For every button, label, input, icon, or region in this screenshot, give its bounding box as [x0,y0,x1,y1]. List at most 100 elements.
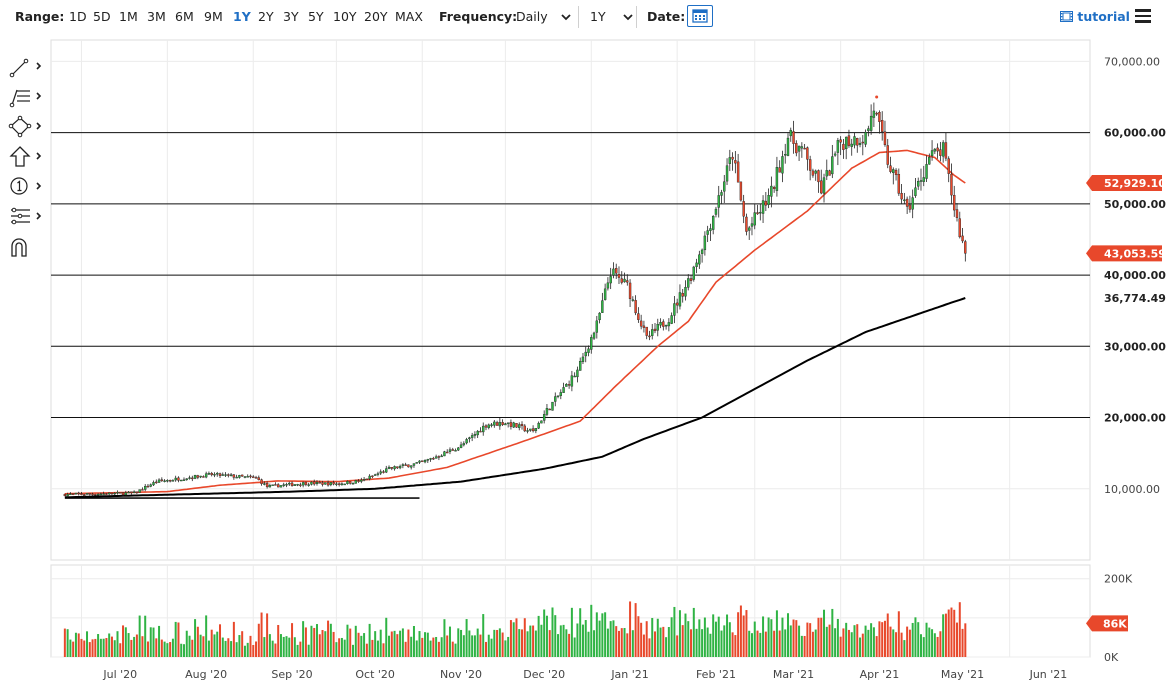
magnet-tool-button[interactable] [8,235,44,261]
range-1m[interactable]: 1M [119,9,138,24]
volume-bar [947,609,950,657]
slow-ma-label-box [1092,290,1162,307]
candle-body [482,425,485,433]
candle-body [645,326,648,336]
arrow-tool-button[interactable] [8,145,44,171]
period-select[interactable]: 1Y [590,9,634,24]
range-2y[interactable]: 2Y [258,9,274,24]
range-3m[interactable]: 3M [147,9,166,24]
volume-bar [726,614,729,657]
candle-body [520,424,524,426]
volume-bar [512,622,515,657]
date-picker-button[interactable] [687,5,713,27]
candle-body [163,480,166,482]
range-5y[interactable]: 5Y [308,9,324,24]
range-5d[interactable]: 5D [93,9,111,24]
candle-body [745,216,748,232]
range-10y[interactable]: 10Y [333,9,357,24]
fibonacci-tool-button[interactable] [8,85,44,111]
candle-body [509,422,513,427]
volume-bar [714,621,717,657]
candle-body [376,473,380,475]
candle-body [736,161,740,183]
line-tool-button[interactable] [8,55,44,81]
volume-bar [88,642,91,657]
volume-bar [487,634,490,657]
frequency-select[interactable]: Daily [516,9,572,24]
volume-bar [892,629,895,657]
x-tick-label: Feb '21 [696,668,736,681]
volume-bar [728,622,731,657]
candle-body [964,241,967,254]
level-label-box [1092,338,1162,355]
candle-body [362,479,366,481]
volume-bar [426,632,429,657]
candle-body [493,421,496,426]
candle-body [326,482,330,486]
candle-body [202,476,205,478]
volume-bar [659,627,662,657]
volume-tick-label: 0K [1104,651,1119,664]
candle-body [767,195,770,205]
last-price-label-box [1086,245,1162,262]
candle-body [274,484,277,486]
volume-bar [385,617,388,657]
candle-body [900,193,903,200]
measure-tool-icon [11,207,42,225]
volume-bar [864,625,867,657]
range-max[interactable]: MAX [395,9,423,24]
volume-bar [110,636,113,657]
slow-moving-average [64,297,966,499]
volume-bar [97,634,100,657]
candle-body [85,493,89,495]
volume-bar [432,637,435,657]
candle-body [933,148,937,152]
volume-bar [717,616,720,657]
x-tick-label: Sep '20 [271,668,312,681]
tutorial-link[interactable]: tutorial [1060,9,1130,24]
candle-body [828,170,831,176]
volume-bar [149,627,152,657]
volume-bar [742,615,745,657]
volume-bar [853,625,856,657]
candle-body [329,482,333,486]
candle-body [687,278,690,288]
volume-bar [651,617,654,657]
volume-bar [260,612,263,657]
range-9m[interactable]: 9M [204,9,223,24]
range-20y[interactable]: 20Y [364,9,388,24]
volume-bar [590,604,593,657]
volume-bar [318,634,321,657]
candle-body [440,455,443,458]
candle-body [182,479,186,481]
y-tick-label: 70,000.00 [1104,55,1160,68]
toolbar-divider [578,6,579,28]
range-1y[interactable]: 1Y [233,9,251,24]
level-label-box [1092,409,1162,426]
menu-button[interactable] [1135,9,1151,23]
volume-bar [321,630,324,657]
volume-bar [63,628,66,657]
candle-body [778,167,781,173]
candle-body [484,425,488,428]
measure-tool-button[interactable] [8,205,44,231]
volume-bar [626,633,629,657]
range-6m[interactable]: 6M [175,9,194,24]
candle-body [867,128,870,131]
shapes-tool-button[interactable] [8,115,44,141]
candle-body [180,479,183,482]
candle-body [365,478,369,481]
annotation-tool-button[interactable] [8,175,44,201]
candle-body [748,227,751,231]
range-1d[interactable]: 1D [69,9,87,24]
volume-bar [895,632,898,657]
volume-bar [579,608,582,657]
candle-body [631,299,635,301]
volume-bar [158,625,161,657]
candle-body [659,322,662,326]
candle-body [523,425,526,432]
range-3y[interactable]: 3Y [283,9,299,24]
candle-body [504,423,507,426]
volume-bar [809,623,812,657]
